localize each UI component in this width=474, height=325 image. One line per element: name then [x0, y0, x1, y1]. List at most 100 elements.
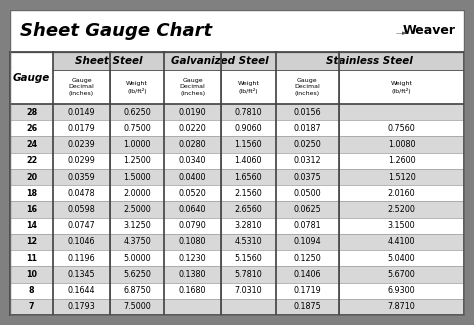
Text: 0.0598: 0.0598	[68, 205, 95, 214]
Text: 2.6560: 2.6560	[235, 205, 262, 214]
Bar	[10, 234, 464, 250]
Text: 0.0220: 0.0220	[179, 124, 207, 133]
Text: 0.0179: 0.0179	[68, 124, 95, 133]
Text: Weight
(lb/ft²): Weight (lb/ft²)	[126, 81, 148, 94]
Text: 5.0000: 5.0000	[123, 254, 151, 263]
Bar	[10, 104, 464, 120]
Text: 3.2810: 3.2810	[235, 221, 262, 230]
Text: 0.0478: 0.0478	[68, 189, 95, 198]
Text: 0.0149: 0.0149	[68, 108, 95, 117]
Text: 0.0400: 0.0400	[179, 173, 207, 182]
Text: Weight
(lb/ft²): Weight (lb/ft²)	[237, 81, 259, 94]
Text: 20: 20	[26, 173, 37, 182]
Bar	[10, 136, 464, 153]
Text: 5.7810: 5.7810	[235, 270, 262, 279]
Bar	[275, 52, 464, 70]
Text: 2.5200: 2.5200	[388, 205, 416, 214]
Text: 11: 11	[26, 254, 37, 263]
Text: 28: 28	[26, 108, 37, 117]
Text: 5.6250: 5.6250	[123, 270, 151, 279]
Text: 0.1196: 0.1196	[68, 254, 95, 263]
Text: Gauge
Decimal
(inches): Gauge Decimal (inches)	[180, 78, 206, 96]
Text: —►: —►	[396, 30, 409, 36]
Text: 18: 18	[26, 189, 37, 198]
Text: 16: 16	[26, 205, 37, 214]
Text: 0.1094: 0.1094	[293, 238, 321, 246]
Text: 0.0747: 0.0747	[68, 221, 95, 230]
Text: Gauge
Decimal
(inches): Gauge Decimal (inches)	[294, 78, 320, 96]
Text: 0.0156: 0.0156	[293, 108, 321, 117]
Text: 1.4060: 1.4060	[235, 156, 262, 165]
Text: 5.6700: 5.6700	[388, 270, 415, 279]
Text: 0.1230: 0.1230	[179, 254, 207, 263]
Text: 2.0160: 2.0160	[388, 189, 415, 198]
Text: 0.0187: 0.0187	[293, 124, 321, 133]
Text: 0.0250: 0.0250	[293, 140, 321, 149]
Text: 2.5000: 2.5000	[123, 205, 151, 214]
Text: Sheet Steel: Sheet Steel	[75, 56, 143, 66]
Text: 1.0000: 1.0000	[123, 140, 151, 149]
Bar	[53, 52, 164, 70]
Text: 0.1875: 0.1875	[293, 302, 321, 311]
Text: 0.1345: 0.1345	[68, 270, 95, 279]
Text: 4.4100: 4.4100	[388, 238, 415, 246]
Bar	[10, 169, 464, 185]
Text: 7.5000: 7.5000	[123, 302, 151, 311]
Text: 10: 10	[26, 270, 37, 279]
Text: 24: 24	[26, 140, 37, 149]
Text: 0.9060: 0.9060	[235, 124, 262, 133]
Bar	[10, 202, 464, 218]
Bar	[10, 70, 464, 104]
Text: 3.1250: 3.1250	[123, 221, 151, 230]
Bar	[10, 10, 464, 52]
Text: 1.6560: 1.6560	[235, 173, 262, 182]
Text: 26: 26	[26, 124, 37, 133]
Text: 7.0310: 7.0310	[235, 286, 262, 295]
Text: 3.1500: 3.1500	[388, 221, 415, 230]
Text: 0.7560: 0.7560	[388, 124, 415, 133]
Text: Gauge: Gauge	[13, 73, 50, 83]
Text: 1.2500: 1.2500	[123, 156, 151, 165]
Text: 6.8750: 6.8750	[123, 286, 151, 295]
Text: 14: 14	[26, 221, 37, 230]
Text: 0.6250: 0.6250	[123, 108, 151, 117]
Text: 0.7500: 0.7500	[123, 124, 151, 133]
Bar	[10, 299, 464, 315]
Text: 1.0080: 1.0080	[388, 140, 415, 149]
Text: 0.0280: 0.0280	[179, 140, 207, 149]
Text: 0.0375: 0.0375	[293, 173, 321, 182]
Text: 2.1560: 2.1560	[235, 189, 262, 198]
Text: 0.0790: 0.0790	[179, 221, 207, 230]
Bar	[10, 153, 464, 169]
Bar	[10, 250, 464, 266]
Text: Gauge
Decimal
(inches): Gauge Decimal (inches)	[69, 78, 94, 96]
Text: 1.2600: 1.2600	[388, 156, 415, 165]
Text: Sheet Gauge Chart: Sheet Gauge Chart	[20, 22, 212, 40]
Text: 0.7810: 0.7810	[235, 108, 262, 117]
Text: 0.1046: 0.1046	[68, 238, 95, 246]
Text: 0.0312: 0.0312	[293, 156, 321, 165]
Text: 8: 8	[29, 286, 35, 295]
Text: 1.5000: 1.5000	[123, 173, 151, 182]
Text: 0.0781: 0.0781	[293, 221, 321, 230]
Bar	[10, 218, 464, 234]
Text: 4.3750: 4.3750	[123, 238, 151, 246]
Text: 0.1080: 0.1080	[179, 238, 207, 246]
Bar	[10, 120, 464, 136]
Text: 0.1680: 0.1680	[179, 286, 207, 295]
Text: 0.0239: 0.0239	[68, 140, 95, 149]
Text: 5.0400: 5.0400	[388, 254, 415, 263]
Text: 0.0299: 0.0299	[68, 156, 95, 165]
Text: 0.0190: 0.0190	[179, 108, 207, 117]
Text: 5.1560: 5.1560	[235, 254, 262, 263]
Text: 0.1644: 0.1644	[68, 286, 95, 295]
Text: Weaver: Weaver	[403, 24, 456, 37]
Text: 0.1250: 0.1250	[293, 254, 321, 263]
Text: 0.0340: 0.0340	[179, 156, 207, 165]
Text: 12: 12	[26, 238, 37, 246]
Text: 0.1719: 0.1719	[293, 286, 321, 295]
Text: 7: 7	[29, 302, 34, 311]
Text: 0.1380: 0.1380	[179, 270, 207, 279]
Text: 0.1406: 0.1406	[293, 270, 321, 279]
Text: 0.0625: 0.0625	[293, 205, 321, 214]
